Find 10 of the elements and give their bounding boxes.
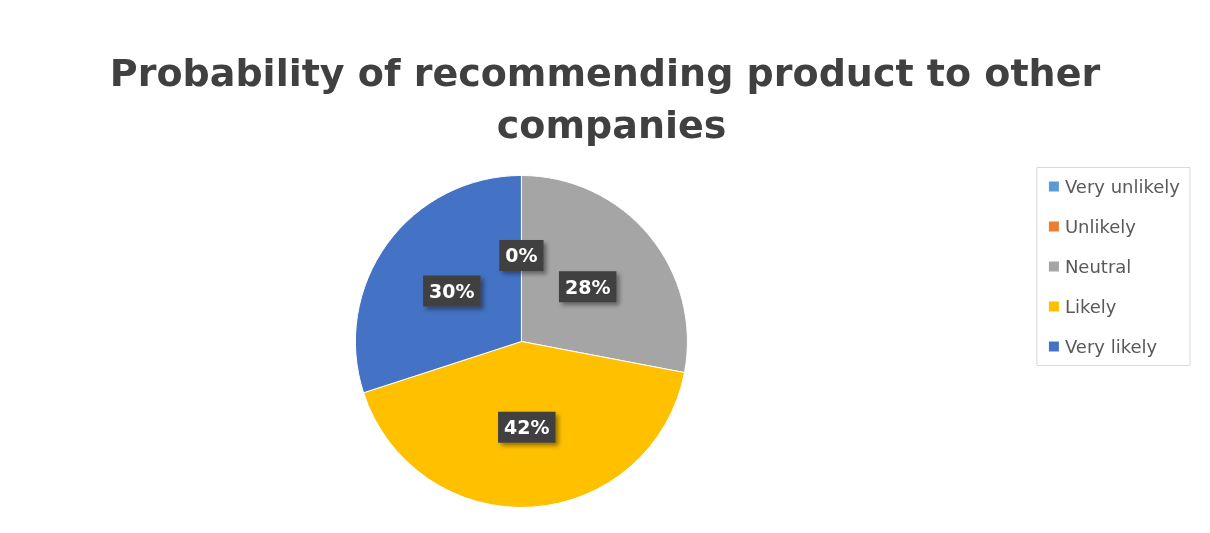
legend-label: Very unlikely bbox=[1064, 176, 1181, 197]
legend-label: Neutral bbox=[1064, 256, 1132, 277]
text: 0% bbox=[505, 244, 538, 267]
data-label: 30% bbox=[429, 279, 475, 302]
legend-label: Likely bbox=[1064, 296, 1117, 317]
legend-label: Unlikely bbox=[1064, 216, 1137, 237]
legend-label: Very likely bbox=[1064, 336, 1158, 357]
data-label: 42% bbox=[504, 416, 550, 439]
chart-title: Probability of recommending product to other companies bbox=[109, 51, 1101, 147]
data-label: 28% bbox=[564, 275, 611, 298]
